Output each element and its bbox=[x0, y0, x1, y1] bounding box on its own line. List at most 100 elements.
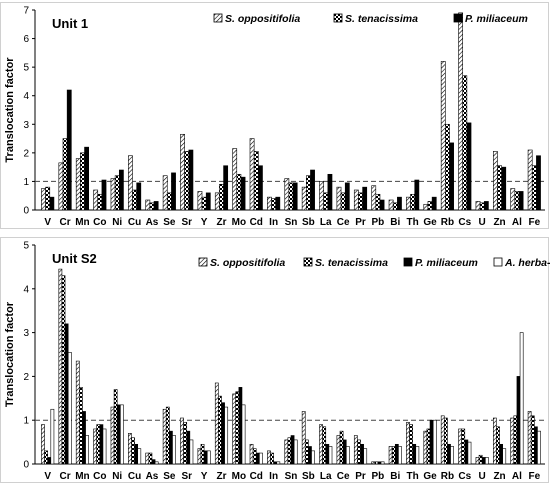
y-tick-label: 0 bbox=[23, 206, 29, 217]
x-tick-label: Cs bbox=[458, 471, 471, 482]
x-tick-label: Ni bbox=[112, 471, 122, 482]
bar-s-oppositifolia-pr bbox=[353, 435, 358, 465]
x-tick-label: Ge bbox=[423, 217, 437, 228]
bar-p-miliaceum-cd bbox=[258, 165, 263, 211]
bar-s-tenacissima-bi bbox=[391, 446, 396, 465]
x-tick-label: In bbox=[269, 217, 278, 228]
bar-s-oppositifolia-as bbox=[145, 452, 150, 465]
x-tick-label: Y bbox=[201, 217, 208, 228]
bar-s-tenacissima-co bbox=[96, 424, 101, 465]
bar-s-oppositifolia-mn bbox=[75, 158, 81, 211]
bar-p-miliaceum-pb bbox=[379, 199, 385, 211]
bar-s-tenacissima-u bbox=[478, 454, 483, 465]
y-axis-label: Translocation factor bbox=[4, 301, 16, 407]
x-tick-label: Se bbox=[163, 471, 176, 482]
bar-p-miliaceum-mn bbox=[82, 411, 86, 465]
bar-s-oppositifolia-la bbox=[319, 424, 323, 465]
bar-s-oppositifolia-zr bbox=[214, 192, 220, 211]
y-tick-label: 0 bbox=[23, 460, 29, 471]
bar-p-miliaceum-as bbox=[153, 201, 159, 211]
bar-p-miliaceum-se bbox=[171, 172, 176, 211]
bar-a-herba-alba-sb bbox=[311, 450, 315, 465]
bar-s-tenacissima-cu bbox=[132, 189, 137, 211]
bar-s-tenacissima-sn bbox=[288, 182, 294, 211]
bar-a-herba-alba-sn bbox=[293, 439, 298, 465]
x-tick-label: Pr bbox=[355, 217, 366, 228]
x-tick-label: As bbox=[146, 217, 159, 228]
bar-s-oppositifolia-zn bbox=[492, 151, 498, 211]
bar-p-miliaceum-sr bbox=[188, 149, 194, 211]
bar-s-tenacissima-pr bbox=[357, 439, 361, 465]
bar-s-oppositifolia-cr bbox=[58, 268, 63, 465]
bar-p-miliaceum-mn bbox=[84, 146, 90, 211]
bar-s-oppositifolia-co bbox=[93, 428, 97, 465]
x-tick-label: Sb bbox=[302, 217, 315, 228]
x-tick-label: Mo bbox=[232, 217, 246, 228]
bar-s-tenacissima-mo bbox=[235, 391, 240, 465]
bar-a-herba-alba-in bbox=[276, 461, 281, 465]
bar-s-oppositifolia-v bbox=[41, 424, 45, 465]
x-tick-label: Zn bbox=[493, 471, 505, 482]
bar-a-herba-alba-fe bbox=[537, 430, 541, 465]
bar-s-oppositifolia-cr bbox=[58, 162, 64, 211]
bar-p-miliaceum-ce bbox=[342, 439, 347, 465]
bar-p-miliaceum-pb bbox=[377, 461, 382, 465]
bar-a-herba-alba-th bbox=[415, 446, 420, 465]
bar-s-tenacissima-cr bbox=[62, 138, 68, 211]
bar-s-oppositifolia-bi bbox=[388, 199, 394, 211]
x-tick-label: Zr bbox=[216, 217, 226, 228]
bar-p-miliaceum-sb bbox=[308, 446, 312, 465]
x-tick-label: Ce bbox=[337, 217, 350, 228]
bar-a-herba-alba-zn bbox=[502, 448, 507, 465]
x-tick-label: Al bbox=[512, 217, 522, 228]
bar-s-tenacissima-se bbox=[165, 406, 170, 465]
bar-p-miliaceum-zr bbox=[223, 165, 229, 211]
bar-a-herba-alba-se bbox=[172, 435, 176, 465]
bar-p-miliaceum-v bbox=[47, 457, 52, 465]
bar-s-oppositifolia-al bbox=[510, 188, 516, 211]
bar-s-tenacissima-as bbox=[149, 202, 155, 211]
bar-p-miliaceum-pr bbox=[360, 443, 364, 465]
bar-s-tenacissima-in bbox=[270, 452, 274, 465]
y-tick-label: 7 bbox=[23, 6, 29, 17]
bar-s-oppositifolia-cu bbox=[128, 155, 133, 211]
bar-p-miliaceum-bi bbox=[394, 443, 399, 465]
bar-p-miliaceum-pr bbox=[362, 186, 368, 211]
bar-s-oppositifolia-sr bbox=[180, 417, 184, 465]
bar-p-miliaceum-al bbox=[518, 191, 524, 211]
bar-s-oppositifolia-sn bbox=[284, 439, 289, 465]
bar-s-oppositifolia-rb bbox=[440, 415, 445, 465]
bar-p-miliaceum-co bbox=[99, 424, 104, 465]
bar-s-tenacissima-co bbox=[97, 193, 103, 211]
bar-s-oppositifolia-u bbox=[475, 457, 480, 465]
bar-s-oppositifolia-ge bbox=[423, 203, 429, 211]
bar-p-miliaceum-cu bbox=[136, 182, 142, 211]
bar-s-tenacissima-ge bbox=[426, 428, 431, 465]
bar-p-miliaceum-v bbox=[49, 196, 55, 211]
bar-p-miliaceum-ge bbox=[429, 419, 434, 465]
bar-s-oppositifolia-pb bbox=[371, 185, 377, 211]
legend-label-a-herba-alba: A. herba-alba bbox=[504, 257, 550, 269]
legend-swatch-s-oppositifolia bbox=[213, 13, 223, 23]
bar-s-tenacissima-fe bbox=[531, 165, 537, 211]
bar-p-miliaceum-cu bbox=[134, 443, 139, 465]
bar-a-herba-alba-pb bbox=[380, 461, 385, 465]
bar-s-oppositifolia-in bbox=[267, 450, 271, 465]
bar-s-oppositifolia-se bbox=[162, 175, 168, 211]
y-tick-label: 2 bbox=[23, 372, 29, 383]
bar-s-tenacissima-mn bbox=[80, 152, 85, 211]
bar-p-miliaceum-al bbox=[516, 376, 521, 465]
bar-s-tenacissima-al bbox=[514, 191, 520, 211]
bar-a-herba-alba-bi bbox=[398, 446, 402, 465]
x-tick-label: Ce bbox=[337, 471, 350, 482]
bar-s-tenacissima-zn bbox=[497, 165, 502, 211]
bar-p-miliaceum-bi bbox=[397, 196, 402, 211]
bar-a-herba-alba-sr bbox=[189, 439, 194, 465]
bar-a-herba-alba-ni bbox=[120, 404, 124, 465]
bar-s-oppositifolia-cs bbox=[458, 12, 464, 211]
bar-s-tenacissima-sb bbox=[305, 175, 311, 211]
y-tick-label: 5 bbox=[23, 63, 29, 74]
bar-s-tenacissima-ce bbox=[339, 430, 344, 465]
bar-a-herba-alba-al bbox=[519, 332, 524, 465]
bar-s-tenacissima-cd bbox=[253, 151, 259, 211]
